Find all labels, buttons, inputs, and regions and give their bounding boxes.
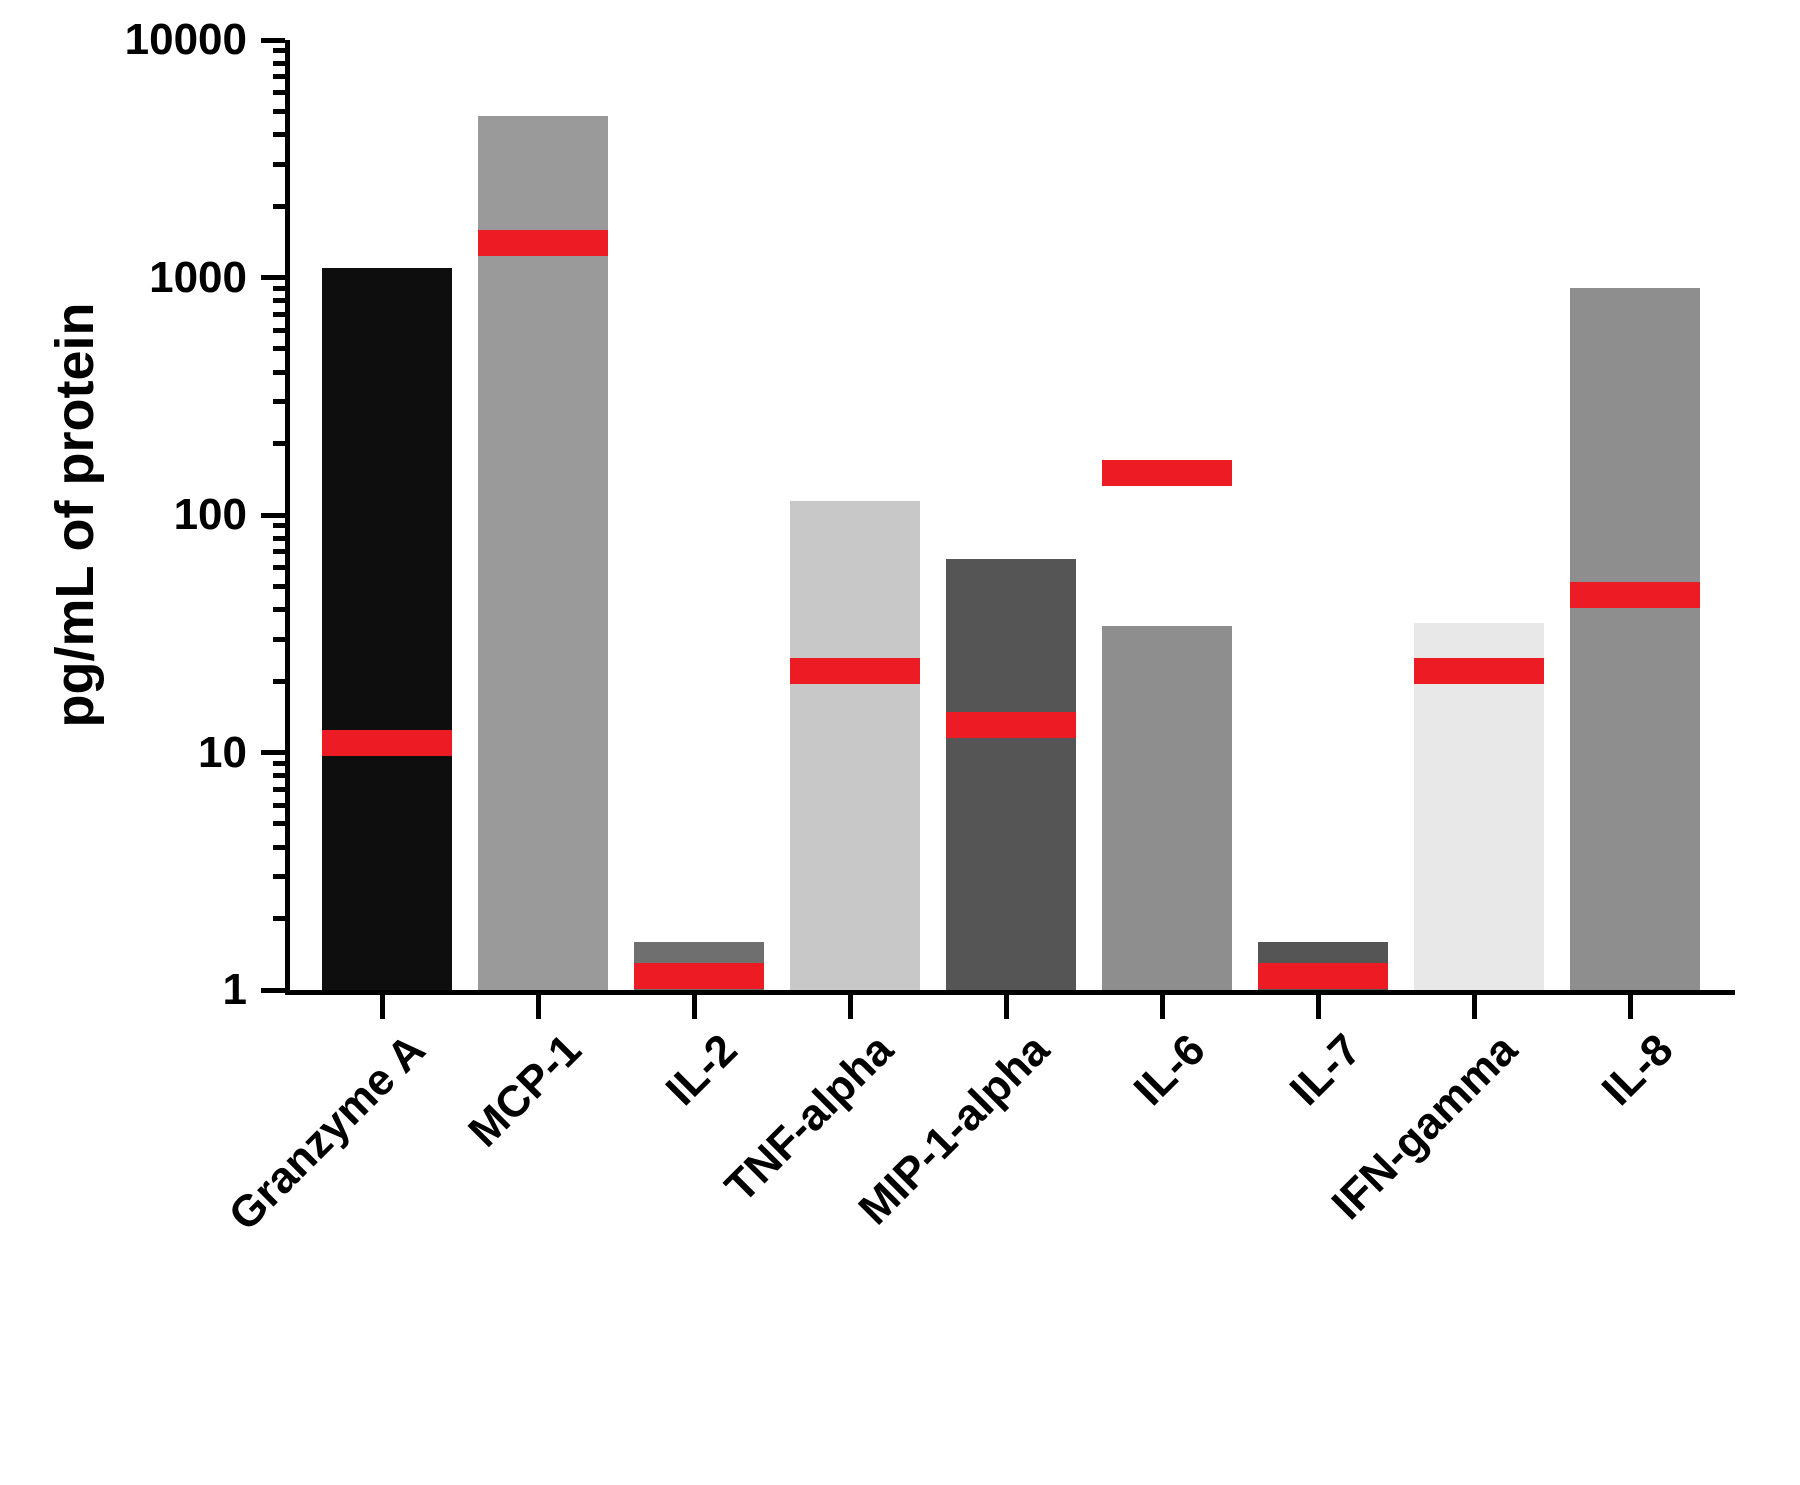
y-tick-major bbox=[261, 513, 285, 518]
bar bbox=[1570, 288, 1700, 990]
plot-area bbox=[285, 40, 1735, 995]
y-tick-minor bbox=[273, 845, 285, 850]
y-tick-minor bbox=[273, 48, 285, 53]
x-tick bbox=[1628, 995, 1633, 1019]
y-tick-label: 1 bbox=[0, 965, 247, 1015]
x-tick bbox=[1004, 995, 1009, 1019]
y-tick-minor bbox=[273, 286, 285, 291]
y-tick-minor bbox=[273, 90, 285, 95]
y-tick-minor bbox=[273, 523, 285, 528]
x-tick bbox=[536, 995, 541, 1019]
cytokine-bar-chart: pg/mL of protein 110100100010000Granzyme… bbox=[0, 0, 1800, 1413]
x-tick bbox=[848, 995, 853, 1019]
y-tick-minor bbox=[273, 109, 285, 114]
y-tick-label: 10000 bbox=[0, 15, 247, 65]
y-tick-minor bbox=[273, 61, 285, 66]
x-tick bbox=[380, 995, 385, 1019]
y-tick-minor bbox=[273, 346, 285, 351]
y-tick-minor bbox=[273, 787, 285, 792]
y-tick-minor bbox=[273, 821, 285, 826]
y-tick-minor bbox=[273, 441, 285, 446]
y-tick-major bbox=[261, 988, 285, 993]
bar bbox=[790, 501, 920, 990]
marker bbox=[322, 730, 452, 756]
bar bbox=[946, 559, 1076, 990]
y-tick-minor bbox=[273, 162, 285, 167]
y-tick-minor bbox=[273, 204, 285, 209]
y-tick-minor bbox=[273, 761, 285, 766]
marker bbox=[790, 658, 920, 684]
y-tick-minor bbox=[273, 399, 285, 404]
y-tick-minor bbox=[273, 803, 285, 808]
marker bbox=[1102, 460, 1232, 486]
y-tick-label: 10 bbox=[0, 728, 247, 778]
y-tick-minor bbox=[273, 565, 285, 570]
y-tick-minor bbox=[273, 74, 285, 79]
y-tick-minor bbox=[273, 312, 285, 317]
marker bbox=[1414, 658, 1544, 684]
marker bbox=[1258, 963, 1388, 989]
y-tick-minor bbox=[273, 679, 285, 684]
y-tick-minor bbox=[273, 874, 285, 879]
y-tick-minor bbox=[273, 132, 285, 137]
marker bbox=[1570, 582, 1700, 608]
bar bbox=[322, 268, 452, 990]
y-tick-major bbox=[261, 750, 285, 755]
y-tick-minor bbox=[273, 637, 285, 642]
y-tick-minor bbox=[273, 773, 285, 778]
x-tick bbox=[692, 995, 697, 1019]
y-tick-minor bbox=[273, 607, 285, 612]
bar bbox=[1102, 626, 1232, 990]
x-tick bbox=[1472, 995, 1477, 1019]
marker bbox=[634, 963, 764, 989]
x-tick bbox=[1160, 995, 1165, 1019]
y-tick-major bbox=[261, 275, 285, 280]
y-tick-label: 100 bbox=[0, 490, 247, 540]
y-tick-minor bbox=[273, 549, 285, 554]
marker bbox=[478, 230, 608, 256]
y-tick-minor bbox=[273, 370, 285, 375]
y-tick-minor bbox=[273, 916, 285, 921]
y-tick-minor bbox=[273, 584, 285, 589]
y-tick-minor bbox=[273, 298, 285, 303]
y-tick-label: 1000 bbox=[0, 253, 247, 303]
y-tick-minor bbox=[273, 328, 285, 333]
marker bbox=[946, 712, 1076, 738]
y-tick-major bbox=[261, 38, 285, 43]
y-tick-minor bbox=[273, 536, 285, 541]
x-tick bbox=[1316, 995, 1321, 1019]
